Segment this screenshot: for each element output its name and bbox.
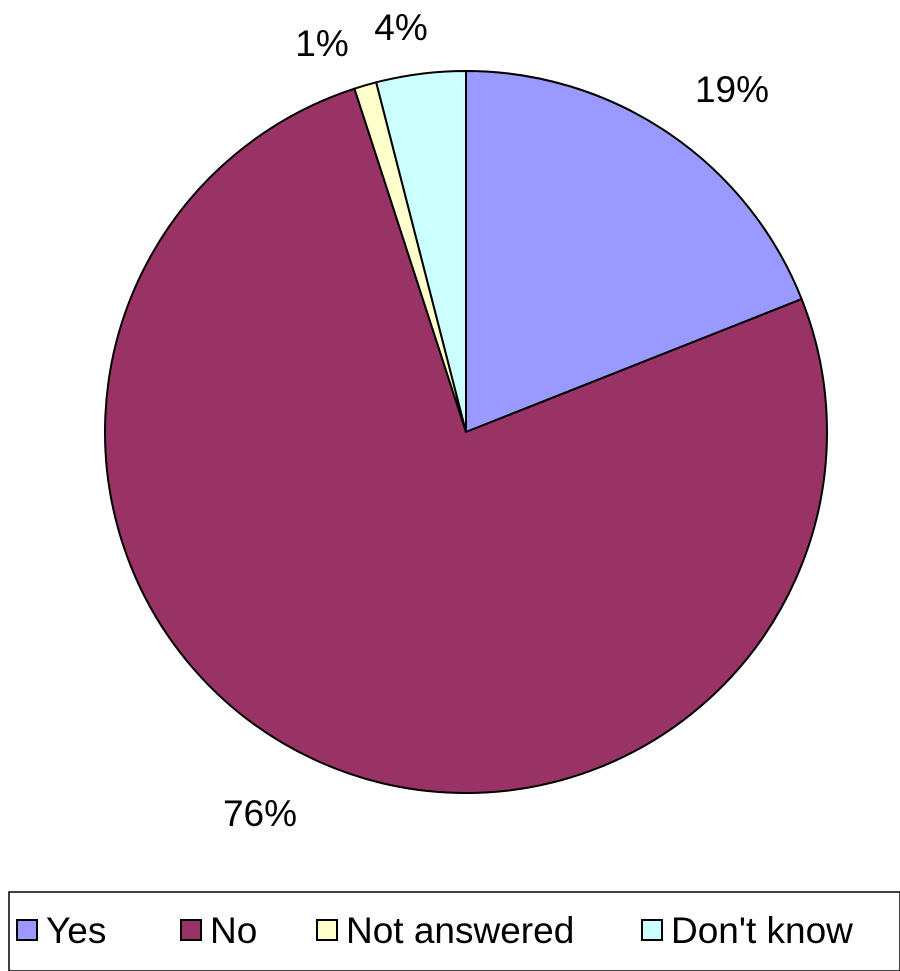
legend-swatch-don-t-know xyxy=(641,919,663,941)
pie-slice-yes xyxy=(465,70,803,433)
legend-swatch-yes xyxy=(16,919,38,941)
pie-slice-don-t-know xyxy=(375,70,467,433)
pie-slice-no xyxy=(104,87,828,794)
legend-label-yes: Yes xyxy=(46,910,106,951)
legend-box xyxy=(8,891,900,971)
legend-label-not-answered: Not answered xyxy=(346,910,574,951)
legend-swatch-not-answered xyxy=(316,919,338,941)
legend-swatch-no xyxy=(180,919,202,941)
data-label-yes: 19% xyxy=(695,69,769,110)
data-label-no: 76% xyxy=(223,793,297,834)
data-label-not-answered: 1% xyxy=(295,23,348,64)
legend: Yes No Not answered Don't know xyxy=(8,891,900,971)
legend-label-no: No xyxy=(210,910,257,951)
legend-label-don-t-know: Don't know xyxy=(671,910,853,951)
legend-items: Yes No Not answered Don't know xyxy=(16,910,853,951)
data-label-don-t-know: 4% xyxy=(374,7,427,48)
pie-slices xyxy=(104,70,828,794)
slice-percent-labels: 19% 76% 1% 4% xyxy=(223,7,769,834)
